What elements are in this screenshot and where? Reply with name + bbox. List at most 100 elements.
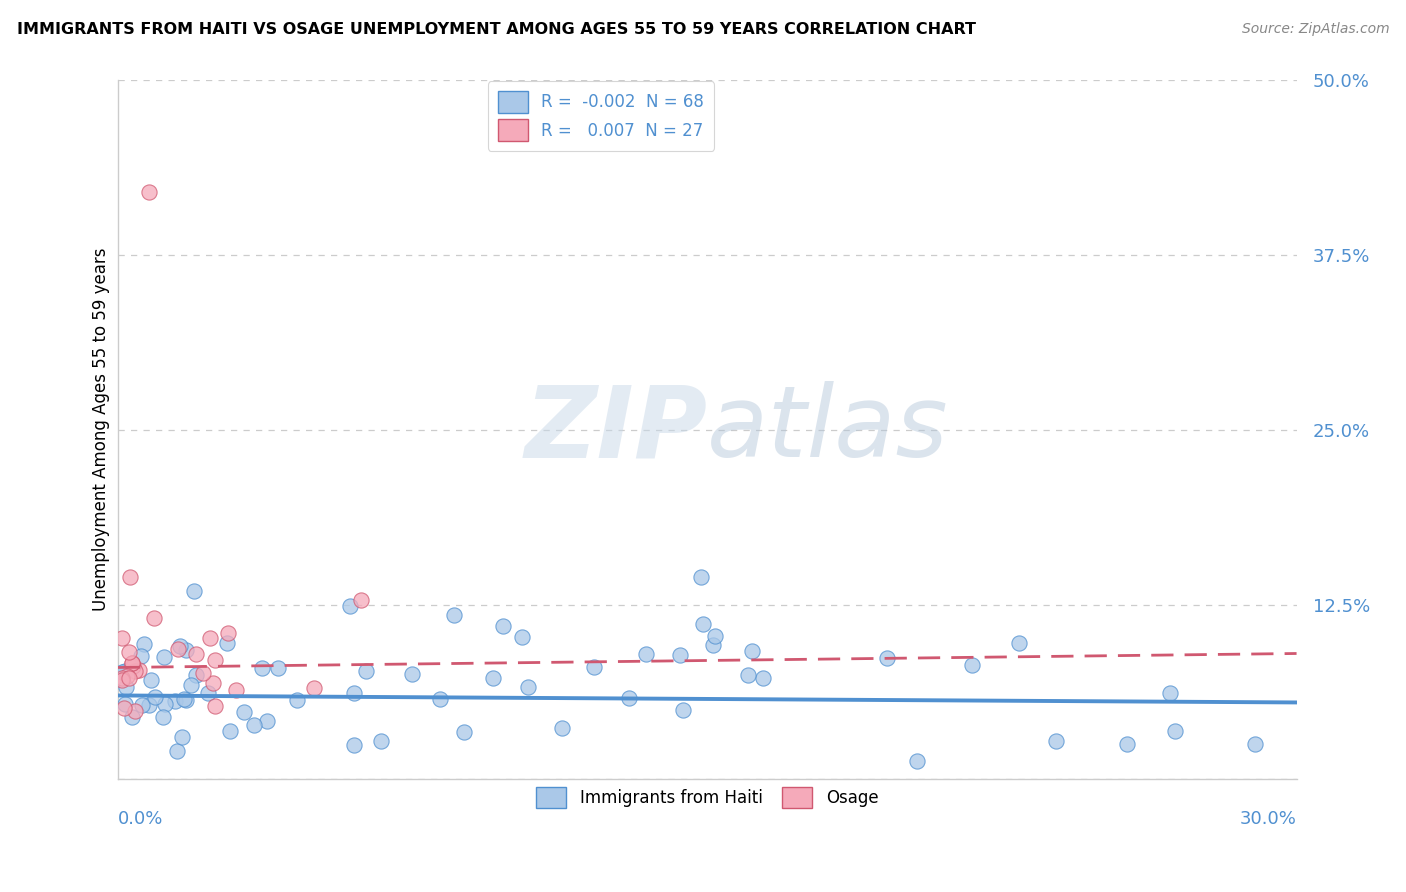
Point xyxy=(215,636,238,650)
Point xyxy=(1164,723,1187,738)
Point xyxy=(905,754,928,768)
Point xyxy=(166,744,188,758)
Point xyxy=(173,691,195,706)
Point xyxy=(197,686,219,700)
Point xyxy=(183,583,205,598)
Point xyxy=(1008,635,1031,649)
Point xyxy=(184,647,207,661)
Point xyxy=(429,691,451,706)
Text: ZIP: ZIP xyxy=(524,381,707,478)
Point xyxy=(1116,737,1139,751)
Y-axis label: Unemployment Among Ages 55 to 59 years: Unemployment Among Ages 55 to 59 years xyxy=(93,248,110,611)
Point xyxy=(143,690,166,704)
Point xyxy=(1244,737,1267,751)
Point xyxy=(129,649,152,664)
Point xyxy=(115,669,138,683)
Point xyxy=(876,650,898,665)
Point xyxy=(118,569,141,583)
Point xyxy=(304,681,326,695)
Point xyxy=(131,698,153,712)
Point xyxy=(174,693,197,707)
Point xyxy=(180,678,202,692)
Point xyxy=(121,657,143,671)
Point xyxy=(636,647,658,661)
Point xyxy=(128,664,150,678)
Point xyxy=(737,668,759,682)
Point xyxy=(114,697,136,711)
Point xyxy=(267,661,290,675)
Text: IMMIGRANTS FROM HAITI VS OSAGE UNEMPLOYMENT AMONG AGES 55 TO 59 YEARS CORRELATIO: IMMIGRANTS FROM HAITI VS OSAGE UNEMPLOYM… xyxy=(17,22,976,37)
Point xyxy=(111,671,134,685)
Point xyxy=(285,692,308,706)
Point xyxy=(339,599,361,613)
Point xyxy=(204,652,226,666)
Point xyxy=(617,691,640,706)
Point xyxy=(349,593,371,607)
Point xyxy=(962,658,984,673)
Point xyxy=(124,665,146,679)
Point xyxy=(256,714,278,728)
Point xyxy=(672,703,695,717)
Point xyxy=(354,664,377,678)
Point xyxy=(583,660,606,674)
Point xyxy=(138,698,160,713)
Point xyxy=(122,659,145,673)
Point xyxy=(169,639,191,653)
Point xyxy=(482,671,505,685)
Point xyxy=(118,644,141,658)
Point xyxy=(152,650,174,665)
Point xyxy=(690,569,713,583)
Point xyxy=(692,616,714,631)
Point xyxy=(741,644,763,658)
Point xyxy=(704,629,727,643)
Point xyxy=(218,724,240,739)
Point xyxy=(132,638,155,652)
Point xyxy=(124,704,146,718)
Point xyxy=(669,648,692,662)
Legend: Immigrants from Haiti, Osage: Immigrants from Haiti, Osage xyxy=(527,779,887,816)
Point xyxy=(184,668,207,682)
Point xyxy=(1045,733,1067,747)
Point xyxy=(111,673,134,687)
Point xyxy=(153,697,176,711)
Point xyxy=(112,700,135,714)
Point xyxy=(138,185,160,199)
Point xyxy=(443,607,465,622)
Point xyxy=(152,710,174,724)
Point xyxy=(141,673,163,688)
Point xyxy=(193,665,215,680)
Point xyxy=(517,681,540,695)
Point xyxy=(204,698,226,713)
Point xyxy=(198,631,221,645)
Point xyxy=(453,724,475,739)
Point xyxy=(225,683,247,698)
Point xyxy=(142,610,165,624)
Point xyxy=(250,661,273,675)
Point xyxy=(114,681,136,695)
Text: 0.0%: 0.0% xyxy=(118,810,163,828)
Point xyxy=(243,718,266,732)
Point xyxy=(114,664,136,678)
Point xyxy=(233,705,256,719)
Point xyxy=(111,632,134,646)
Point xyxy=(370,734,392,748)
Point xyxy=(343,686,366,700)
Point xyxy=(166,642,188,657)
Point xyxy=(401,666,423,681)
Point xyxy=(551,721,574,735)
Text: 30.0%: 30.0% xyxy=(1240,810,1296,828)
Point xyxy=(111,665,134,679)
Point xyxy=(117,671,139,685)
Text: atlas: atlas xyxy=(707,381,949,478)
Point xyxy=(702,638,724,652)
Point xyxy=(342,739,364,753)
Point xyxy=(510,630,533,644)
Point xyxy=(121,656,143,670)
Point xyxy=(174,643,197,657)
Point xyxy=(170,730,193,744)
Point xyxy=(121,710,143,724)
Point xyxy=(1159,686,1181,700)
Point xyxy=(752,671,775,685)
Point xyxy=(201,675,224,690)
Point xyxy=(163,694,186,708)
